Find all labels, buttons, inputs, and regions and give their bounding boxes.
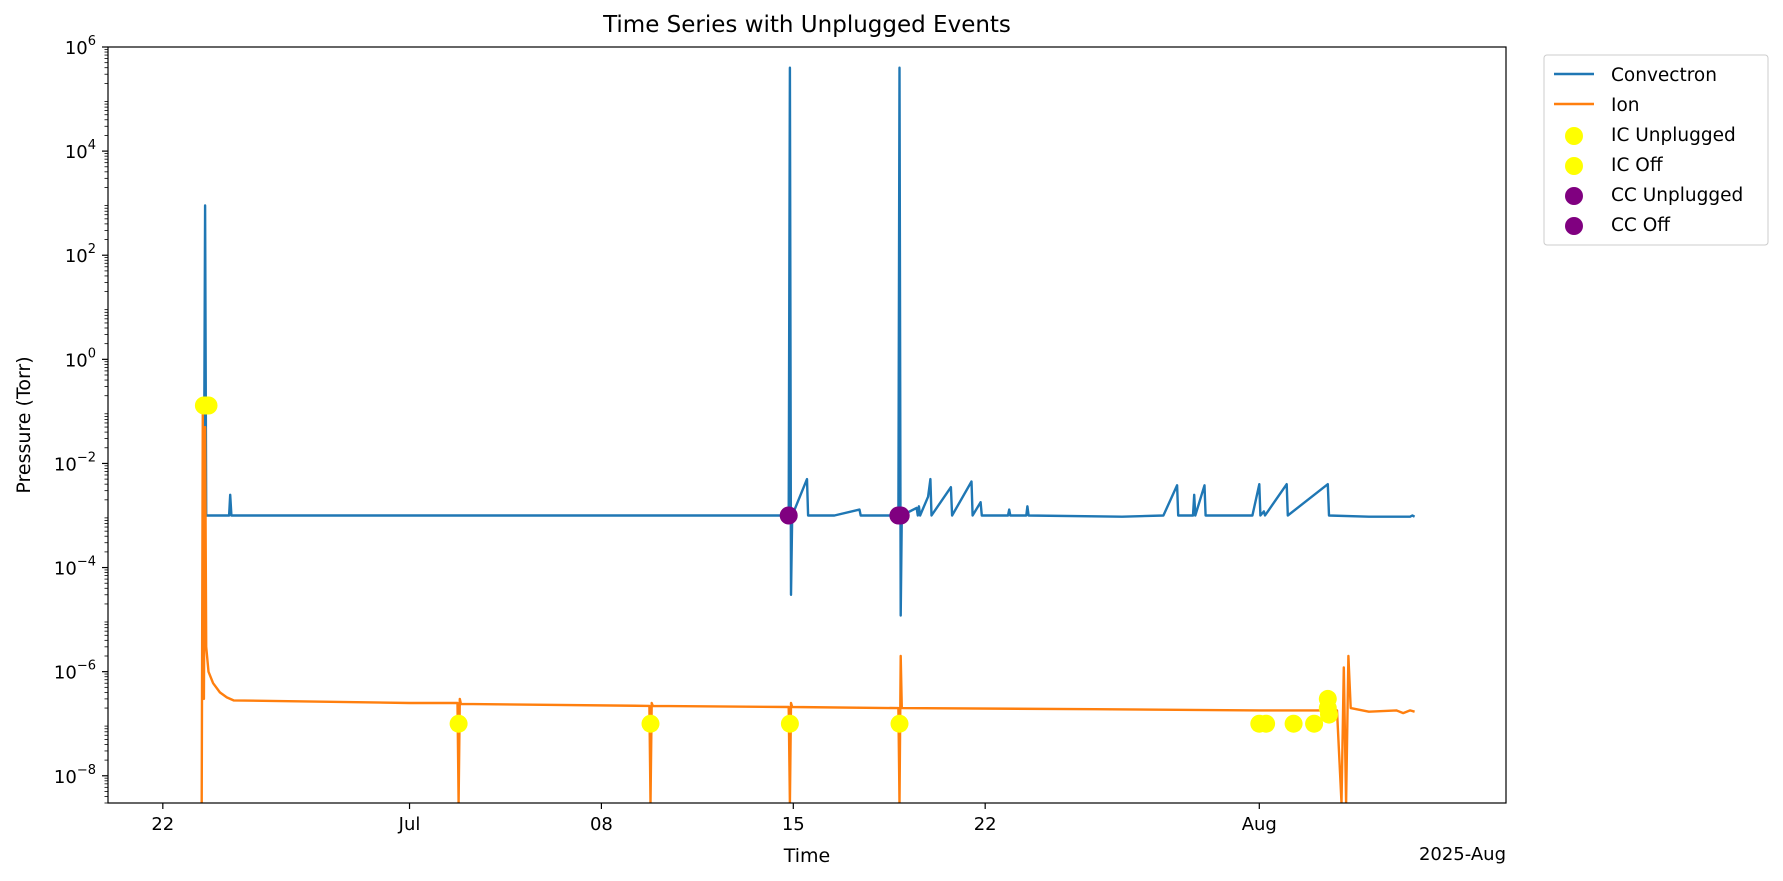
legend-label-convectron: Convectron	[1611, 65, 1717, 86]
legend-label-ion: Ion	[1611, 95, 1640, 116]
x-tick-label: Jul	[398, 814, 421, 835]
x-tick-label: 08	[590, 814, 613, 835]
x-axis-label: Time	[783, 845, 831, 867]
y-tick-label: 10−8	[54, 763, 96, 788]
marker-ic-unplugged	[1284, 714, 1303, 733]
legend-frame	[1543, 54, 1769, 246]
legend-marker-ic-unplugged	[1565, 127, 1583, 145]
legend-marker-cc-off	[1565, 217, 1583, 235]
series-layer	[200, 66, 1416, 803]
y-axis: 10−8 10−6 10−4 10−2 100 102 104 106	[54, 34, 108, 804]
marker-ic-off	[1250, 714, 1269, 733]
y-tick-label: 106	[65, 34, 96, 59]
marker-ic-off	[197, 396, 216, 415]
y-axis-label: Pressure (Torr)	[13, 356, 35, 493]
marker-ic-unplugged	[641, 714, 660, 733]
legend: Convectron Ion IC Unplugged IC Off CC Unplug…	[1543, 54, 1769, 246]
marker-layer	[194, 396, 1338, 733]
series-line-convectron	[202, 66, 1416, 617]
marker-cc-off	[891, 506, 910, 525]
legend-marker-cc-unplugged	[1565, 187, 1583, 205]
y-tick-label: 104	[65, 138, 96, 163]
y-tick-label: 100	[65, 346, 96, 371]
y-tick-label: 10−6	[54, 659, 96, 684]
y-tick-label: 102	[65, 242, 96, 267]
legend-label-cc-off: CC Off	[1611, 215, 1671, 236]
x-tick-label: Aug	[1242, 814, 1277, 835]
legend-label-ic-unplugged: IC Unplugged	[1611, 125, 1736, 146]
marker-ic-off	[1320, 705, 1338, 724]
marker-ic-unplugged	[780, 714, 799, 733]
chart-title: Time Series with Unplugged Events	[602, 12, 1011, 38]
marker-ic-unplugged	[1305, 714, 1324, 733]
x-tick-label: 15	[782, 814, 805, 835]
marker-ic-unplugged	[890, 714, 909, 733]
y-tick-label: 10−4	[54, 555, 96, 580]
x-axis: 22 Jul 08 15 22 Aug	[151, 803, 1277, 835]
legend-label-ic-off: IC Off	[1611, 155, 1664, 176]
marker-cc-unplugged	[779, 506, 798, 525]
x-tick-label: 22	[151, 814, 174, 835]
legend-label-cc-unplugged: CC Unplugged	[1611, 185, 1743, 206]
legend-marker-ic-off	[1565, 157, 1583, 175]
plot-area-frame	[107, 46, 1507, 804]
y-tick-label: 10−2	[54, 450, 96, 475]
series-line-ion	[200, 410, 1415, 803]
x-axis-offset-label: 2025-Aug	[1419, 844, 1506, 865]
x-tick-label: 22	[974, 814, 997, 835]
marker-ic-unplugged	[449, 714, 468, 733]
